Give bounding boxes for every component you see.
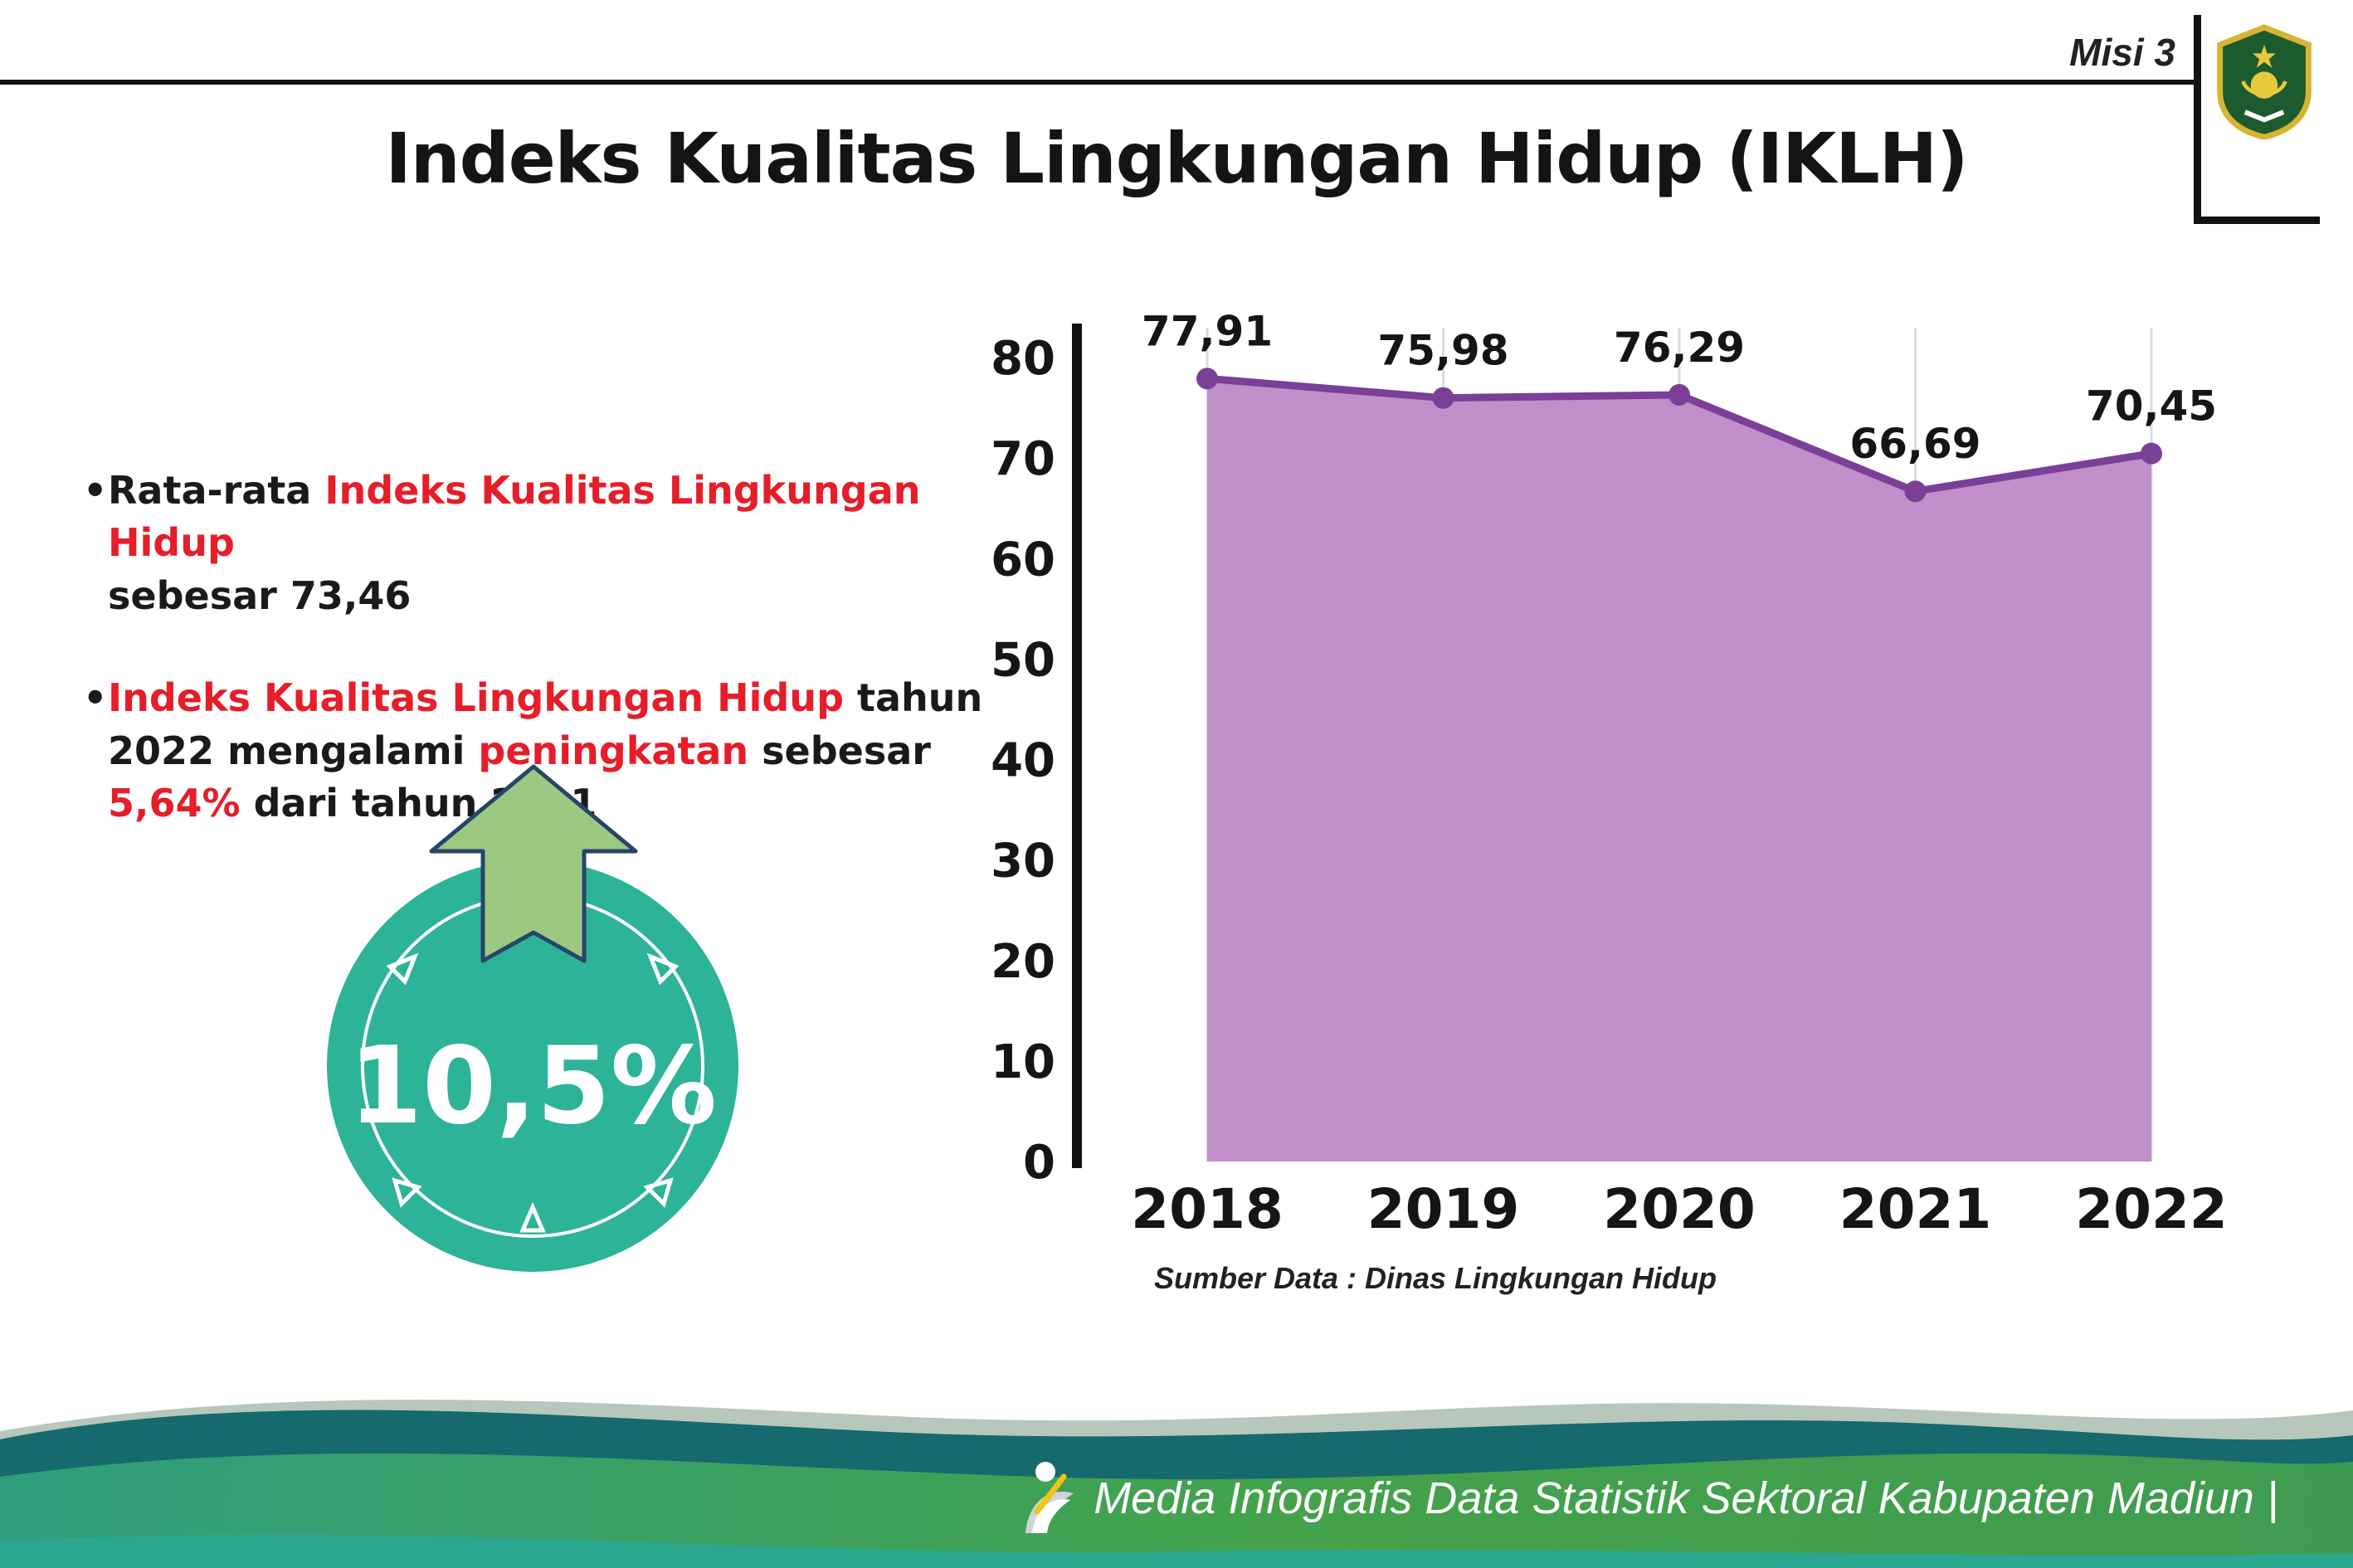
bullet-dot: • <box>83 468 108 513</box>
misi-label: Misi 3 <box>2069 31 2175 74</box>
svg-text:2020: 2020 <box>1603 1177 1756 1241</box>
iklh-area-chart: 77,91 75,98 76,29 66,69 70,45 0 10 20 30 40 50 60 70… <box>946 282 2340 1286</box>
bullet-average-iklh: • Rata-rata Indeks Kualitas Lingkungan Hi… <box>83 465 1012 622</box>
svg-text:50: 50 <box>991 633 1055 687</box>
svg-text:70: 70 <box>991 432 1055 486</box>
credit-row: Media Infografis Data Statistik Sektoral… <box>1019 1460 2278 1536</box>
svg-text:75,98: 75,98 <box>1377 327 1508 375</box>
kabupaten-madiun-crest <box>2217 24 2312 139</box>
mascot-icon <box>1025 1462 1074 1533</box>
wave-bottom-teal <box>0 1534 2353 1568</box>
svg-text:2022: 2022 <box>2075 1177 2228 1241</box>
footer-waves <box>0 1400 2353 1568</box>
chart-canvas: 77,91 75,98 76,29 66,69 70,45 0 10 20 30 40 50 60 70… <box>991 307 2228 1241</box>
wave-green <box>0 1453 2353 1568</box>
svg-text:10: 10 <box>991 1035 1055 1089</box>
bullet2-seg3-red: peningkatan <box>478 728 749 773</box>
svg-text:0: 0 <box>1023 1136 1055 1190</box>
svg-text:70,45: 70,45 <box>2086 382 2217 431</box>
bullet-dot: • <box>83 675 108 721</box>
badge-circle: 10,5% <box>327 860 738 1272</box>
up-arrow-icon <box>421 762 645 967</box>
svg-text:2019: 2019 <box>1367 1177 1520 1241</box>
svg-text:77,91: 77,91 <box>1142 307 1273 355</box>
page-title: Indeks Kualitas Lingkungan Hidup (IKLH) <box>385 118 1969 199</box>
svg-text:76,29: 76,29 <box>1614 324 1745 372</box>
badge-value: 10,5% <box>348 1025 717 1148</box>
logo-frame <box>2194 15 2320 224</box>
credit-text: Media Infografis Data Statistik Sektoral… <box>1094 1473 2278 1523</box>
crest-star <box>2253 44 2276 68</box>
svg-text:80: 80 <box>991 332 1055 386</box>
bullet2-seg1-red: Indeks Kualitas Lingkungan Hidup <box>108 675 845 721</box>
increase-badge: 10,5% <box>325 859 740 1273</box>
footer: Media Infografis Data Statistik Sektoral… <box>0 1352 2353 1568</box>
chart-source: Sumber Data : Dinas Lingkungan Hidup <box>1153 1261 1717 1295</box>
bullet1-text-black: Rata-rata <box>108 468 325 513</box>
svg-text:30: 30 <box>991 835 1055 889</box>
bullet2-seg2: tahun 2022 mengalami <box>108 675 983 773</box>
badge-ring-triangles <box>386 952 680 1233</box>
header-rule <box>0 80 2195 85</box>
svg-text:60: 60 <box>991 533 1055 587</box>
svg-text:20: 20 <box>991 935 1055 989</box>
bullet1-text-value: sebesar 73,46 <box>108 572 412 618</box>
bullet2-seg5-red: 5,64% <box>108 781 241 826</box>
svg-text:66,69: 66,69 <box>1849 420 1980 468</box>
bullet2-seg4: sebesar <box>748 728 931 773</box>
bullet1-text-red: Indeks Kualitas Lingkungan Hidup <box>108 468 921 566</box>
svg-text:40: 40 <box>991 734 1055 788</box>
svg-text:2021: 2021 <box>1839 1177 1992 1241</box>
svg-text:2018: 2018 <box>1131 1177 1284 1241</box>
